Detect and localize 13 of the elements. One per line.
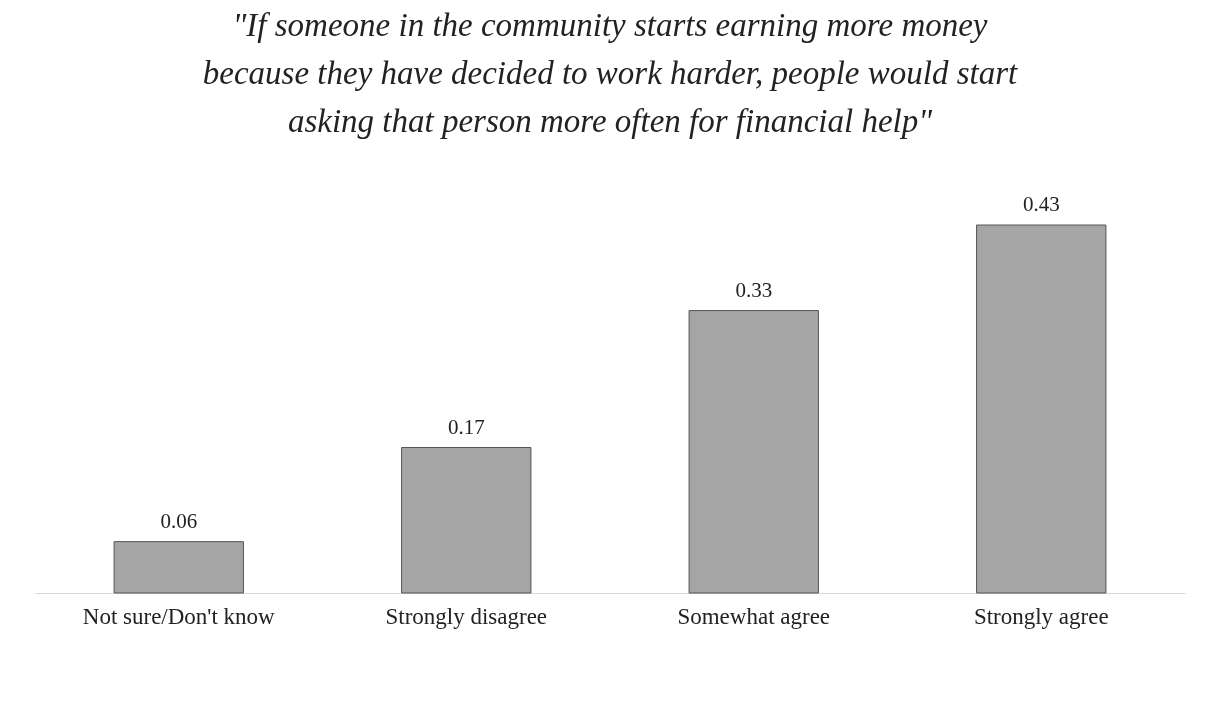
x-tick-label: Not sure/Don't know [82, 603, 276, 629]
bar [401, 447, 532, 594]
bar [113, 541, 244, 594]
bar [688, 310, 819, 594]
data-label: 0.06 [160, 508, 198, 533]
data-label: 0.43 [1022, 192, 1060, 216]
x-tick-label: Strongly disagree [385, 603, 548, 629]
bar [976, 224, 1107, 594]
data-label: 0.33 [735, 277, 773, 302]
x-tick-label: Somewhat agree [677, 603, 831, 629]
data-label: 0.17 [447, 414, 485, 439]
x-tick-label: Strongly agree [973, 603, 1109, 629]
chart-title: "If someone in the community starts earning more money because they have decided to work harder, people would start asking that person more often for financial help" [202, 7, 1019, 139]
